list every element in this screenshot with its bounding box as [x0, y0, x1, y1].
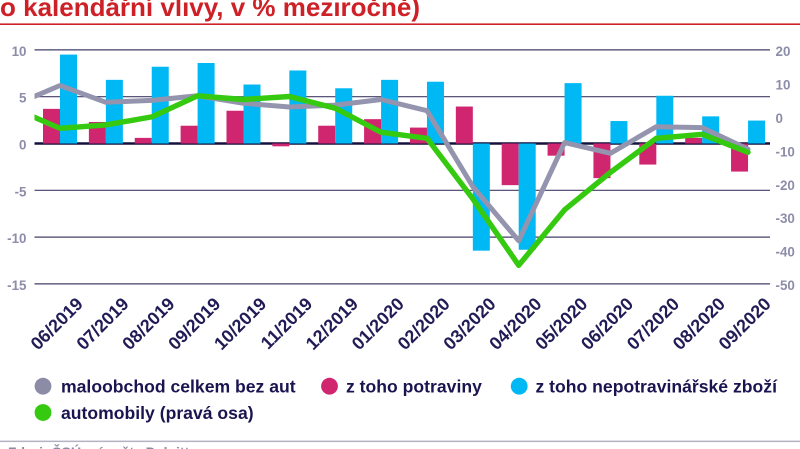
svg-text:-50: -50: [776, 278, 795, 293]
svg-text:10: 10: [776, 78, 791, 93]
svg-text:20: 20: [776, 44, 791, 59]
svg-text:5: 5: [19, 91, 27, 106]
svg-text:Zdroj: ČSÚ, výpočty Deloitte: Zdroj: ČSÚ, výpočty Deloitte: [8, 443, 197, 449]
svg-text:0: 0: [776, 111, 783, 126]
svg-text:-40: -40: [776, 245, 795, 260]
svg-text:-5: -5: [15, 184, 27, 199]
svg-text:10: 10: [12, 44, 27, 59]
svg-text:z toho potraviny: z toho potraviny: [346, 377, 482, 397]
svg-text:-20: -20: [776, 178, 795, 193]
svg-text:-10: -10: [7, 231, 26, 246]
svg-text:0: 0: [19, 138, 26, 153]
svg-text:automobily (pravá osa): automobily (pravá osa): [61, 403, 254, 423]
svg-text:-30: -30: [776, 211, 795, 226]
svg-text:maloobchod celkem bez aut: maloobchod celkem bez aut: [61, 377, 296, 397]
svg-text:-10: -10: [776, 144, 795, 159]
svg-text:-15: -15: [7, 278, 27, 293]
svg-text:z toho nepotravinářské zboží: z toho nepotravinářské zboží: [536, 377, 779, 397]
svg-text:o kalendářní vlivy, v % meziro: o kalendářní vlivy, v % meziročně): [0, 0, 420, 22]
